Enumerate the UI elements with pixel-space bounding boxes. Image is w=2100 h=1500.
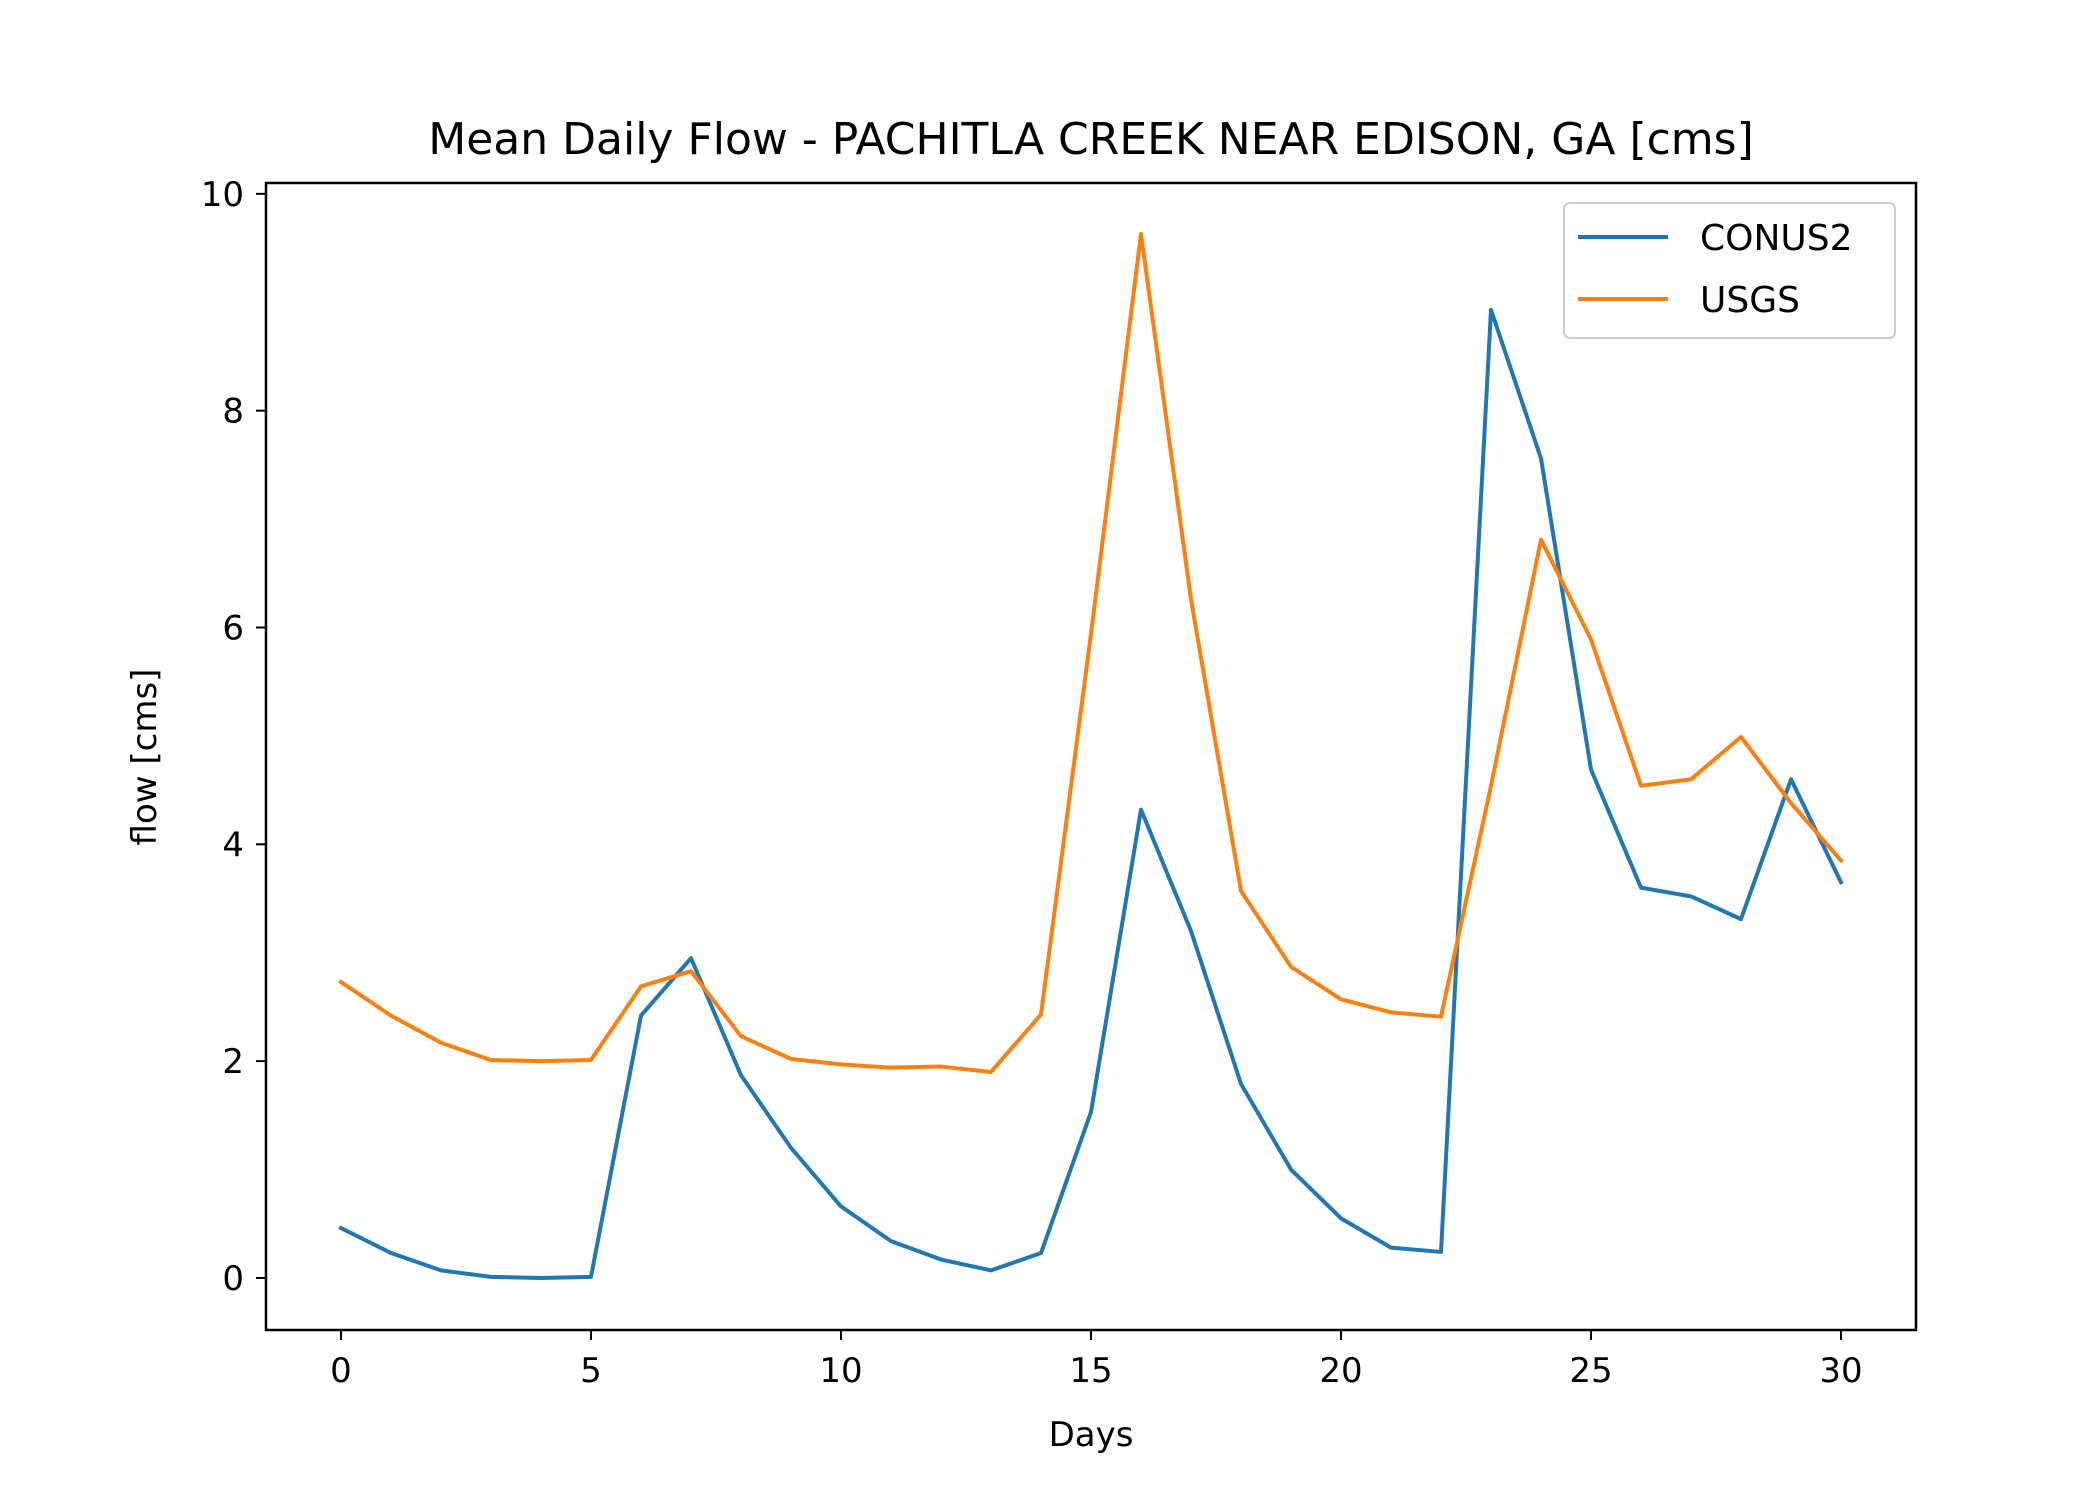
- x-tick-label: 10: [819, 1351, 862, 1391]
- series-layer: [338, 231, 1844, 1280]
- x-tick-label: 5: [580, 1351, 602, 1391]
- x-axis-ticks: 0 5 10 15 20 25 30: [330, 1330, 1863, 1391]
- y-tick-label: 0: [222, 1259, 244, 1299]
- series-line-usgs: [338, 231, 1844, 1074]
- x-tick-label: 30: [1819, 1351, 1862, 1391]
- x-tick-label: 20: [1319, 1351, 1362, 1391]
- y-tick-label: 10: [201, 175, 244, 215]
- x-tick-label: 25: [1569, 1351, 1612, 1391]
- y-axis-label: flow [cms]: [125, 669, 165, 846]
- legend: CONUS2 USGS: [1563, 202, 1896, 339]
- legend-label-usgs: USGS: [1700, 280, 1800, 321]
- chart-title: Mean Daily Flow - PACHITLA CREEK NEAR ED…: [428, 114, 1754, 165]
- y-tick-label: 6: [222, 608, 244, 648]
- y-tick-label: 8: [222, 392, 244, 432]
- y-tick-label: 2: [222, 1042, 244, 1082]
- x-axis-label: Days: [1049, 1415, 1134, 1455]
- y-axis-ticks: 0 2 4 6 8 10: [201, 175, 266, 1299]
- legend-label-conus2: CONUS2: [1700, 218, 1853, 259]
- x-tick-label: 0: [330, 1351, 352, 1391]
- y-tick-label: 4: [222, 825, 244, 865]
- x-tick-label: 15: [1069, 1351, 1112, 1391]
- series-line-conus2: [338, 307, 1844, 1280]
